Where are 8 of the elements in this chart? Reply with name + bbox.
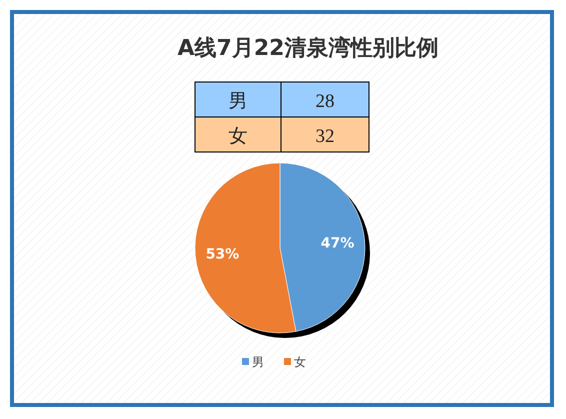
slice-label: 女 bbox=[228, 125, 248, 147]
data-label: 47% bbox=[320, 236, 354, 252]
legend-label: 男 bbox=[252, 355, 264, 369]
chart-title: A线7月22清泉湾性别比例 bbox=[178, 35, 438, 61]
legend-label: 女 bbox=[294, 355, 306, 369]
table: 男 28 女 32 bbox=[194, 82, 370, 152]
data-label: 53% bbox=[206, 246, 240, 262]
slice-label: 男 bbox=[228, 90, 248, 112]
